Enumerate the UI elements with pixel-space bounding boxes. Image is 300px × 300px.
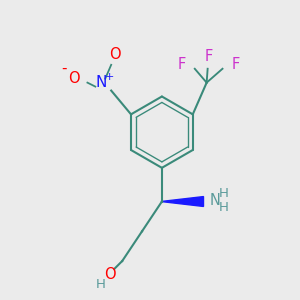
Text: +: + (104, 72, 114, 82)
Text: O: O (109, 47, 121, 62)
Text: H: H (218, 187, 228, 200)
Text: O: O (68, 71, 80, 86)
Text: F: F (178, 57, 186, 72)
Text: O: O (105, 267, 116, 282)
Text: F: F (205, 50, 213, 64)
Polygon shape (161, 196, 203, 206)
Text: N: N (209, 193, 220, 208)
Text: H: H (218, 201, 228, 214)
Text: -: - (61, 61, 66, 76)
Text: N: N (96, 75, 107, 90)
Text: H: H (95, 278, 105, 291)
Text: F: F (231, 57, 239, 72)
